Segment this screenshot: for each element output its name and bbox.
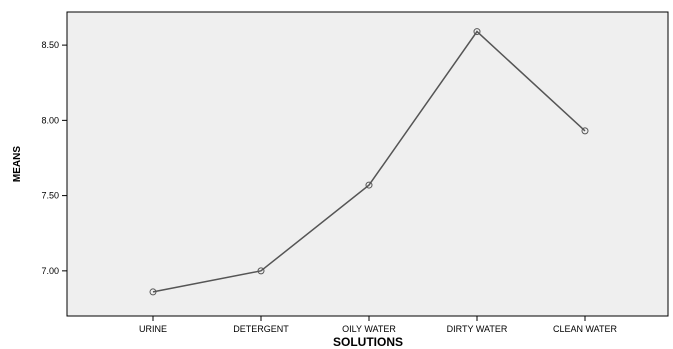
y-tick-label: 7.00 bbox=[41, 266, 59, 276]
data-points bbox=[149, 28, 589, 296]
x-tick-label: CLEAN WATER bbox=[553, 324, 618, 334]
plot-area bbox=[66, 11, 669, 317]
y-axis-label: MEANS bbox=[12, 146, 23, 182]
y-tick-label: 8.00 bbox=[41, 115, 59, 125]
y-axis-ticks: 7.00 7.50 8.00 8.50 bbox=[41, 40, 67, 276]
data-point-oily-water bbox=[365, 181, 373, 189]
series-line bbox=[152, 30, 586, 293]
x-axis-label: SOLUTIONS bbox=[333, 335, 403, 349]
data-point-detergent bbox=[257, 267, 265, 275]
x-tick-label: URINE bbox=[139, 324, 167, 334]
y-tick-label: 8.50 bbox=[41, 40, 59, 50]
x-tick-label: OILY WATER bbox=[342, 324, 396, 334]
x-axis-ticks: URINE DETERGENT OILY WATER DIRTY WATER CLEAN… bbox=[139, 316, 618, 334]
x-tick-label: DIRTY WATER bbox=[447, 324, 508, 334]
y-tick-label: 7.50 bbox=[41, 191, 59, 201]
data-point-clean-water bbox=[581, 127, 589, 135]
data-point-urine bbox=[149, 288, 157, 296]
x-tick-label: DETERGENT bbox=[233, 324, 289, 334]
data-point-dirty-water bbox=[473, 28, 481, 36]
